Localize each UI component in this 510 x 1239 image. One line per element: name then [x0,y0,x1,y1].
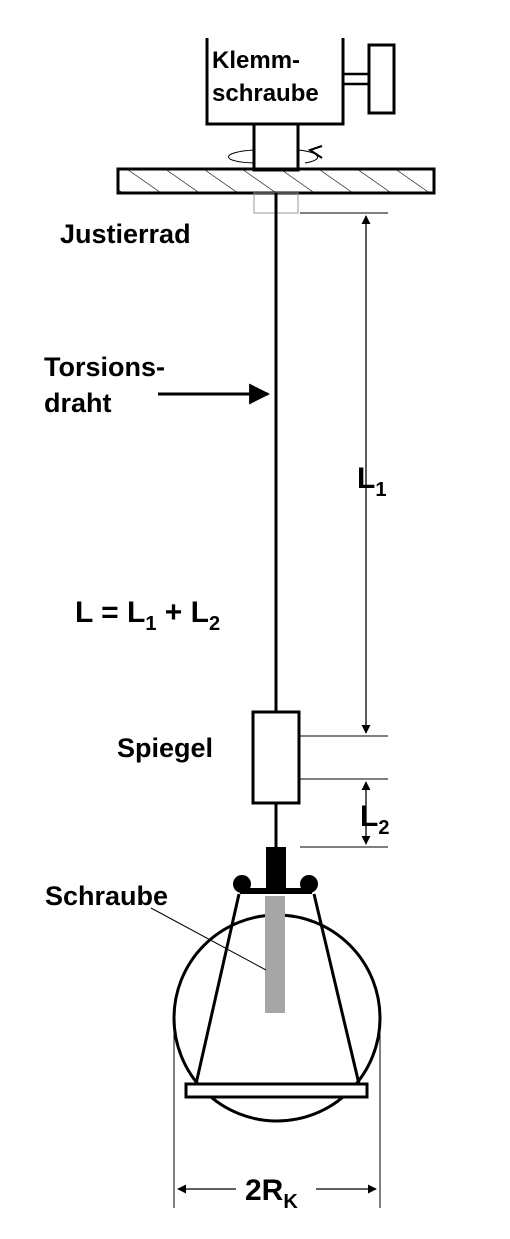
pendulum-body [150,893,382,1123]
clamp-screw-label-2: schraube [212,80,319,107]
length-formula: L = L1 + L2 [75,596,220,635]
dimension-l1 [300,212,388,737]
length-l2-label: L2 [360,800,389,839]
diameter-label: 2RK [245,1174,298,1213]
screw-rod [265,896,285,1013]
torsion-wire-label-1: Torsions- [44,352,165,382]
clamp-screw-label-1: Klemm- [212,47,300,74]
suspension-hub [233,847,318,894]
mirror-label: Spiegel [117,733,213,763]
torsion-wire-label-2: draht [44,388,112,418]
adjust-wheel-label: Justierrad [60,219,191,249]
screw-pointer [150,907,267,971]
dimension-l2 [300,778,388,848]
dimension-diameter [173,1022,381,1208]
length-l1-label: L1 [357,462,386,501]
screw-label: Schraube [45,881,168,911]
mirror-box [251,710,301,805]
clamp-neck [228,122,323,172]
